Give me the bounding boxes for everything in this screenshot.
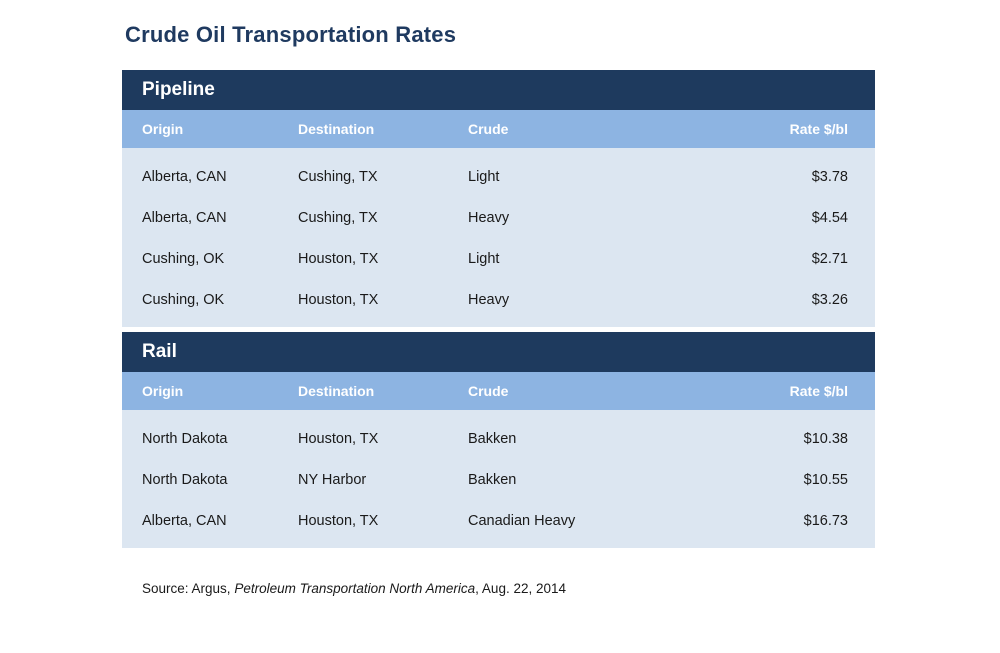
cell-crude: Bakken: [468, 430, 517, 447]
table-row: North Dakota NY Harbor Bakken $10.55: [122, 459, 875, 500]
section-header-rail: Rail: [122, 332, 875, 372]
cell-destination: Houston, TX: [298, 250, 379, 267]
cell-destination: Cushing, TX: [298, 168, 378, 185]
cell-destination: NY Harbor: [298, 471, 367, 488]
cell-destination: Houston, TX: [298, 512, 379, 529]
cell-rate: $2.71: [811, 250, 848, 267]
column-header-crude: Crude: [468, 121, 509, 137]
cell-crude: Light: [468, 250, 500, 267]
rail-body: North Dakota Houston, TX Bakken $10.38 N…: [122, 410, 875, 548]
column-header-origin: Origin: [142, 383, 184, 399]
source-note: Source: Argus, Petroleum Transportation …: [142, 581, 566, 596]
cell-rate: $16.73: [803, 512, 848, 529]
pipeline-column-header-row: Origin Destination Crude Rate $/bl: [122, 110, 875, 148]
column-header-destination: Destination: [298, 121, 375, 137]
source-suffix: , Aug. 22, 2014: [475, 581, 567, 596]
cell-origin: Alberta, CAN: [142, 168, 227, 185]
table-row: Alberta, CAN Cushing, TX Heavy $4.54: [122, 197, 875, 238]
cell-rate: $10.38: [803, 430, 848, 447]
cell-origin: North Dakota: [142, 430, 228, 447]
cell-origin: Alberta, CAN: [142, 512, 227, 529]
cell-destination: Houston, TX: [298, 430, 379, 447]
section-header-pipeline: Pipeline: [122, 70, 875, 110]
table-row: Cushing, OK Houston, TX Light $2.71: [122, 238, 875, 279]
cell-crude: Light: [468, 168, 500, 185]
cell-destination: Cushing, TX: [298, 209, 378, 226]
cell-crude: Heavy: [468, 291, 510, 308]
table-row: North Dakota Houston, TX Bakken $10.38: [122, 418, 875, 459]
cell-origin: North Dakota: [142, 471, 228, 488]
table-row: Alberta, CAN Cushing, TX Light $3.78: [122, 156, 875, 197]
table-row: Alberta, CAN Houston, TX Canadian Heavy …: [122, 500, 875, 541]
cell-origin: Alberta, CAN: [142, 209, 227, 226]
column-header-destination: Destination: [298, 383, 375, 399]
cell-rate: $4.54: [811, 209, 848, 226]
cell-rate: $3.26: [811, 291, 848, 308]
rail-column-header-row: Origin Destination Crude Rate $/bl: [122, 372, 875, 410]
column-header-rate: Rate $/bl: [789, 121, 848, 137]
pipeline-body: Alberta, CAN Cushing, TX Light $3.78 Alb…: [122, 148, 875, 327]
column-header-origin: Origin: [142, 121, 184, 137]
rates-table: Pipeline Origin Destination Crude Rate $…: [122, 70, 875, 548]
section-rail: Rail Origin Destination Crude Rate $/bl …: [122, 332, 875, 548]
section-pipeline: Pipeline Origin Destination Crude Rate $…: [122, 70, 875, 327]
cell-rate: $3.78: [811, 168, 848, 185]
page-title: Crude Oil Transportation Rates: [125, 22, 457, 47]
cell-destination: Houston, TX: [298, 291, 379, 308]
cell-crude: Heavy: [468, 209, 510, 226]
cell-crude: Canadian Heavy: [468, 512, 576, 529]
cell-rate: $10.55: [803, 471, 848, 488]
column-header-rate: Rate $/bl: [789, 383, 848, 399]
table-row: Cushing, OK Houston, TX Heavy $3.26: [122, 279, 875, 320]
source-prefix: Source: Argus,: [142, 581, 235, 596]
cell-origin: Cushing, OK: [142, 291, 225, 308]
column-header-crude: Crude: [468, 383, 509, 399]
cell-origin: Cushing, OK: [142, 250, 225, 267]
cell-crude: Bakken: [468, 471, 517, 488]
source-publication: Petroleum Transportation North America: [234, 581, 476, 596]
